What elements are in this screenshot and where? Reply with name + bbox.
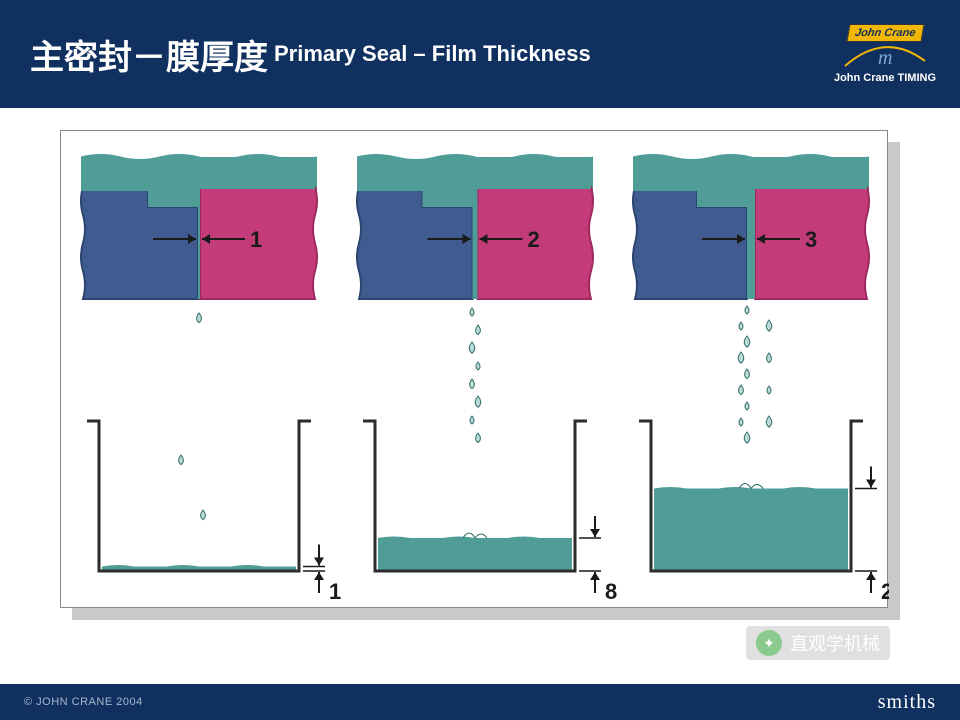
brand-logo: John Crane m John Crane TIMING [830,8,940,100]
svg-text:2: 2 [528,227,540,252]
watermark: ✦ 直观学机械 [746,626,890,660]
title-english: Primary Seal – Film Thickness [274,41,591,67]
svg-text:3: 3 [805,227,817,252]
svg-text:27: 27 [881,579,889,604]
diagram-area: 1 1 2 8 3 27 [60,130,900,620]
slide: 主密封－膜厚度 Primary Seal – Film Thickness Jo… [0,0,960,720]
svg-text:1: 1 [329,579,341,604]
header-bar: 主密封－膜厚度 Primary Seal – Film Thickness Jo… [0,0,960,108]
wechat-icon: ✦ [756,630,782,656]
footer-bar: © JOHN CRANE 2004 smiths [0,684,960,720]
svg-text:8: 8 [605,579,617,604]
logo-swoosh-icon: m [840,36,930,76]
copyright-text: © JOHN CRANE 2004 [24,696,143,708]
title-chinese: 主密封－膜厚度 [0,30,268,79]
svg-text:m: m [878,47,892,69]
svg-text:1: 1 [250,227,262,252]
diagram-panel: 1 1 2 8 3 27 [60,130,888,608]
footer-brand: smiths [878,691,936,714]
watermark-text: 直观学机械 [790,630,880,656]
film-thickness-diagram: 1 1 2 8 3 27 [61,131,889,609]
